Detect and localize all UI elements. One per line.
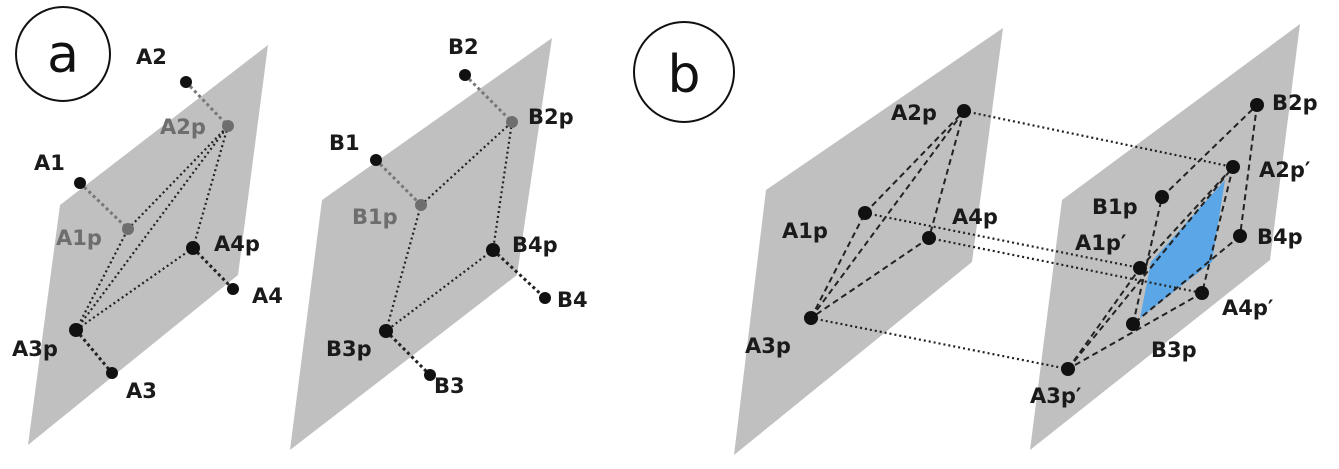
label-b2p: B2p xyxy=(528,105,574,129)
label-b2: B2 xyxy=(448,35,479,59)
proj-b1 xyxy=(374,158,423,207)
label-a3: A3 xyxy=(126,379,157,403)
panel-a-plane-b: B2 B2p B1 B1p B4p B4 B3p B3 xyxy=(290,35,588,450)
plane-b-right xyxy=(1030,24,1300,450)
point-b1p-right xyxy=(1155,190,1169,204)
label-left-a3p: A3p xyxy=(745,334,791,358)
point-a2p-prime xyxy=(1226,160,1240,174)
plane-b xyxy=(290,38,552,450)
point-b4 xyxy=(539,292,551,304)
label-left-a4p: A4p xyxy=(952,205,998,229)
label-a2p-prime: A2p′ xyxy=(1259,158,1311,182)
label-a3p: A3p xyxy=(12,337,58,361)
point-a3p xyxy=(69,323,83,337)
panel-b-letter: b xyxy=(667,45,700,105)
label-b3p-right: B3p xyxy=(1151,338,1197,362)
edge-b3p-b1p xyxy=(384,204,423,332)
label-b2p-right: B2p xyxy=(1272,91,1318,115)
point-a3p-prime xyxy=(1061,362,1075,376)
point-b3p-right xyxy=(1126,317,1140,331)
edge-b4p-b3p-right xyxy=(1132,235,1241,325)
point-a1 xyxy=(74,177,86,189)
proj-b2 xyxy=(463,73,514,124)
label-b4: B4 xyxy=(557,288,588,312)
point-a3 xyxy=(106,367,118,379)
transfer-a4p xyxy=(928,236,1203,295)
label-a1p: A1p xyxy=(56,226,102,250)
edge-a2p-a4p xyxy=(191,125,230,249)
point-left-a4p xyxy=(922,231,936,245)
point-a4p-prime xyxy=(1195,286,1209,300)
proj-a1 xyxy=(78,181,130,231)
panel-b-badge xyxy=(633,21,735,123)
label-b1: B1 xyxy=(329,131,360,155)
label-a4p: A4p xyxy=(214,232,260,256)
label-left-a2p: A2p xyxy=(891,101,937,125)
label-a1p-prime: A1p′ xyxy=(1075,231,1127,255)
label-a4p-prime: A4p′ xyxy=(1222,296,1274,320)
proj-a2 xyxy=(184,80,230,128)
edge-left-a4p-a3p xyxy=(810,237,930,319)
label-left-a1p: A1p xyxy=(782,219,828,243)
label-b4p: B4p xyxy=(512,233,558,257)
transfer-a2p xyxy=(963,109,1234,169)
point-b1 xyxy=(370,154,382,166)
edge-a1p-a2p-prime xyxy=(1139,166,1234,269)
edge-left-a3p-a2p xyxy=(810,110,965,319)
edge-b1p-b2p-right xyxy=(1161,104,1258,198)
point-left-a3p xyxy=(804,311,818,325)
point-b2p xyxy=(506,116,518,128)
label-a3p-prime: A3p′ xyxy=(1030,384,1082,408)
point-b4p xyxy=(486,243,500,257)
panel-a: a A2 A1 A2p A1p A4p A4 A3p A3 xyxy=(12,6,283,445)
point-a4p xyxy=(186,241,200,255)
point-b1p xyxy=(415,199,427,211)
edge-b2p-b4p xyxy=(491,121,514,251)
edge-b1p-b2p xyxy=(420,121,513,206)
proj-b3 xyxy=(384,329,432,377)
label-a4: A4 xyxy=(252,284,283,308)
edge-a4p-a3p xyxy=(75,247,194,331)
edge-a4p-a3p-prime xyxy=(1067,292,1203,370)
panel-b: b xyxy=(633,21,1318,455)
label-a2p: A2p xyxy=(160,115,206,139)
label-b3: B3 xyxy=(434,374,465,398)
edge-b4p-b3p xyxy=(385,249,494,332)
transfer-a3p xyxy=(810,316,1069,371)
point-a2p xyxy=(222,120,234,132)
point-a1p-prime xyxy=(1133,261,1147,275)
panel-a-badge xyxy=(15,6,111,102)
point-b4p-right xyxy=(1233,229,1247,243)
edge-a3p-a1p xyxy=(75,228,129,331)
label-a2: A2 xyxy=(136,45,167,69)
point-b3 xyxy=(424,369,436,381)
edge-a3p-a2p-prime xyxy=(1067,166,1234,370)
transfer-a1p xyxy=(864,211,1141,270)
label-b1p: B1p xyxy=(352,205,398,229)
edge-b2p-b4p-right xyxy=(1239,104,1258,237)
point-b2p-right xyxy=(1250,98,1264,112)
point-a1p xyxy=(122,223,134,235)
edge-a1p-a2p xyxy=(127,125,229,230)
point-left-a1p xyxy=(858,206,872,220)
label-b4p-right: B4p xyxy=(1257,225,1303,249)
edge-a2p-a4p-prime xyxy=(1201,166,1234,294)
label-b3p: B3p xyxy=(326,337,372,361)
point-b2 xyxy=(459,69,471,81)
overlap-region xyxy=(1140,180,1225,318)
edge-left-a2p-a4p xyxy=(928,110,965,239)
label-a1: A1 xyxy=(34,151,65,175)
label-b1p-right: B1p xyxy=(1092,195,1138,219)
panel-a-letter: a xyxy=(47,25,79,85)
point-left-a2p xyxy=(957,104,971,118)
edge-left-a1p-a2p xyxy=(864,110,965,214)
point-b3p xyxy=(379,324,393,338)
point-a4 xyxy=(227,283,239,295)
edge-a3p-a1p-prime xyxy=(1067,267,1141,370)
point-a2 xyxy=(180,76,192,88)
